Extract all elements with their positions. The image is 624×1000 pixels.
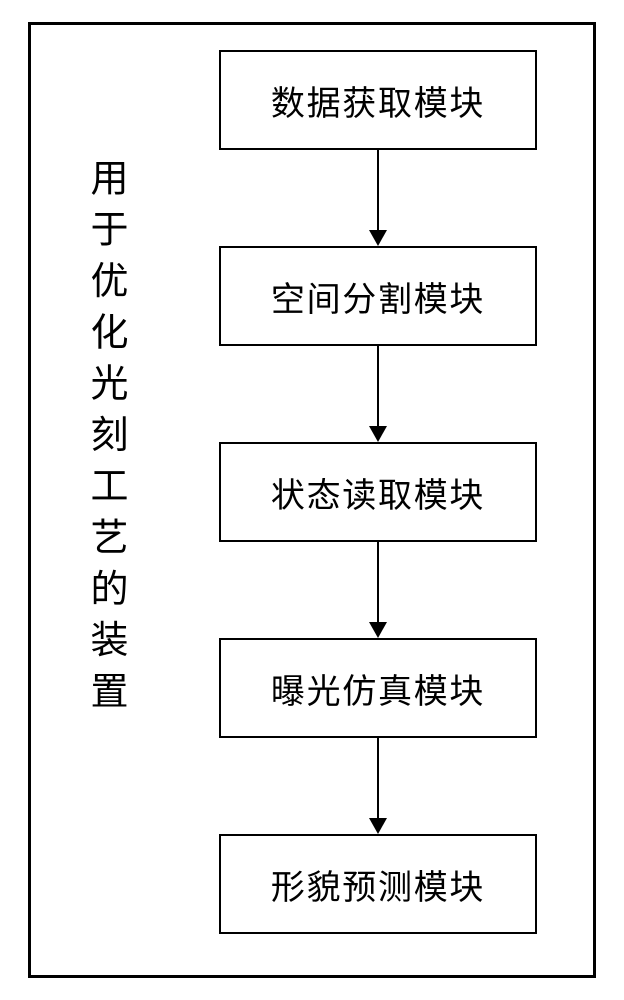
arrow-shaft xyxy=(377,150,379,230)
arrow-3 xyxy=(369,542,387,638)
arrow-shaft xyxy=(377,542,379,622)
flowchart-container: 数据获取模块 空间分割模块 状态读取模块 曝光仿真模块 形貌预测模块 xyxy=(198,50,558,934)
node-label: 空间分割模块 xyxy=(271,272,485,321)
arrow-head-icon xyxy=(369,622,387,638)
arrow-head-icon xyxy=(369,426,387,442)
diagram-title: 用于优化光刻工艺的装置 xyxy=(78,158,133,722)
arrow-head-icon xyxy=(369,230,387,246)
arrow-shaft xyxy=(377,738,379,818)
arrow-4 xyxy=(369,738,387,834)
node-label: 曝光仿真模块 xyxy=(271,664,485,713)
node-data-acquisition: 数据获取模块 xyxy=(219,50,537,150)
arrow-shaft xyxy=(377,346,379,426)
arrow-head-icon xyxy=(369,818,387,834)
arrow-1 xyxy=(369,150,387,246)
node-state-reading: 状态读取模块 xyxy=(219,442,537,542)
node-space-segmentation: 空间分割模块 xyxy=(219,246,537,346)
node-exposure-simulation: 曝光仿真模块 xyxy=(219,638,537,738)
node-morphology-prediction: 形貌预测模块 xyxy=(219,834,537,934)
arrow-2 xyxy=(369,346,387,442)
node-label: 状态读取模块 xyxy=(271,468,485,517)
node-label: 数据获取模块 xyxy=(271,76,485,125)
node-label: 形貌预测模块 xyxy=(271,860,485,909)
